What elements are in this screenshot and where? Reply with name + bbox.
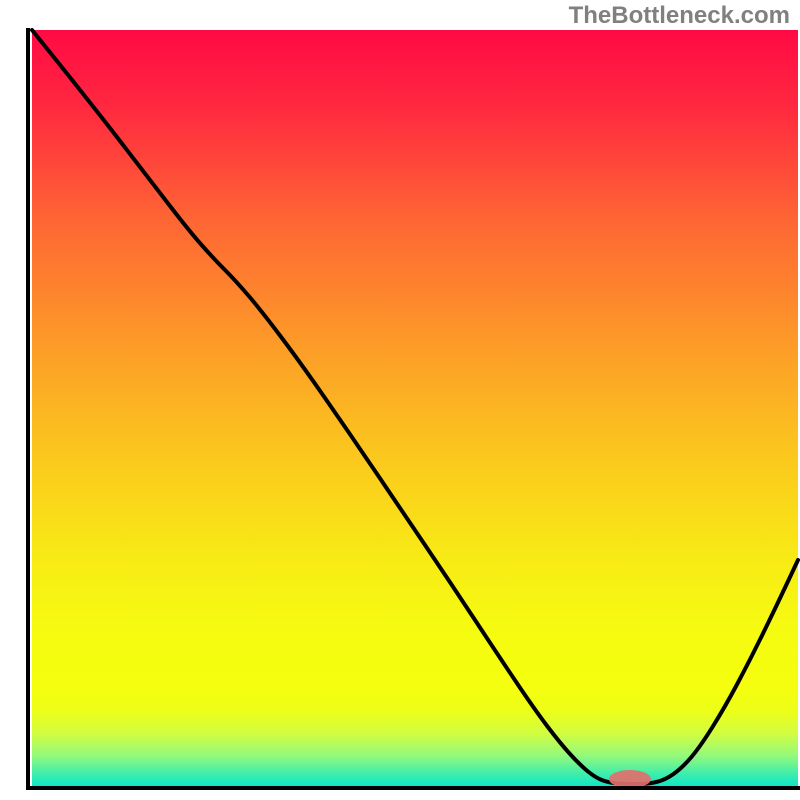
chart-container: TheBottleneck.com <box>0 0 800 800</box>
gradient-line-chart <box>0 0 800 800</box>
optimal-point-marker <box>609 770 651 788</box>
watermark-text: TheBottleneck.com <box>569 2 790 30</box>
chart-background-gradient <box>32 30 798 786</box>
